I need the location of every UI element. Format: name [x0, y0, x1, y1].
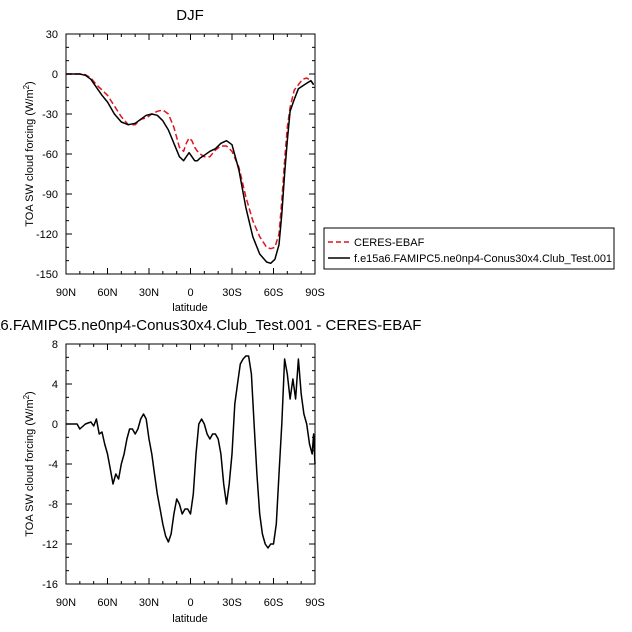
legend-label-model: f.e15a6.FAMIPC5.ne0np4-Conus30x4.Club_Te…	[354, 253, 612, 265]
y-tick-label: 30	[46, 29, 58, 41]
x-tick-label: 90N	[56, 597, 76, 609]
x-tick-label: 90S	[305, 597, 325, 609]
y-axis-label: TOA SW cloud forcing (W/m2)	[22, 391, 36, 536]
x-tick-label: 30N	[139, 287, 159, 299]
x-tick-label: 30S	[222, 287, 242, 299]
y-tick-label: -4	[48, 459, 58, 471]
series-group	[66, 355, 316, 549]
x-tick-label: 90N	[56, 287, 76, 299]
bottom-chart: f.e15a6.FAMIPC5.ne0np4-Conus30x4.Club_Te…	[0, 317, 421, 625]
top-chart: DJF 30 0 -30 -60 -90 -120 -150 90N 60N 30N 0 30S 60…	[22, 7, 615, 314]
series-line-0	[66, 355, 316, 549]
x-tick-label: 60N	[97, 287, 117, 299]
plot-frame	[65, 343, 316, 585]
y-tick-label: -90	[42, 189, 58, 201]
y-axis-label: TOA SW cloud forcing (W/m2)	[22, 81, 36, 226]
series-group	[66, 73, 315, 265]
series-line-0	[66, 73, 315, 250]
x-axis-ticks: 90N 60N 30N 0 30S 60S 90S	[56, 34, 325, 299]
y-tick-label: 4	[52, 379, 58, 391]
x-tick-label: 90S	[305, 287, 325, 299]
y-axis-ticks: 30 0 -30 -60 -90 -120 -150	[36, 29, 315, 281]
x-tick-label: 0	[187, 287, 193, 299]
x-tick-label: 60S	[264, 597, 284, 609]
x-tick-label: 30S	[222, 597, 242, 609]
x-tick-label: 60S	[264, 287, 284, 299]
y-tick-label: 8	[52, 339, 58, 351]
chart-title: f.e15a6.FAMIPC5.ne0np4-Conus30x4.Club_Te…	[0, 317, 421, 334]
legend-label-ceres: CERES-EBAF	[354, 237, 425, 249]
legend-box	[323, 227, 615, 270]
y-tick-label: -30	[42, 109, 58, 121]
x-tick-label: 0	[187, 597, 193, 609]
y-axis-ticks: 8 4 0 -4 -8 -12 -16	[42, 339, 315, 591]
y-tick-label: -120	[36, 229, 58, 241]
series-line-1	[66, 73, 315, 265]
x-axis-label: latitude	[172, 613, 207, 625]
y-tick-label: -60	[42, 149, 58, 161]
y-tick-label: -8	[48, 499, 58, 511]
x-tick-label: 60N	[97, 597, 117, 609]
y-tick-label: -12	[42, 539, 58, 551]
y-tick-label: 0	[52, 69, 58, 81]
x-tick-label: 30N	[139, 597, 159, 609]
y-tick-label: -16	[42, 579, 58, 591]
chart-title: DJF	[176, 7, 204, 24]
legend: CERES-EBAF f.e15a6.FAMIPC5.ne0np4-Conus3…	[323, 227, 615, 270]
y-tick-label: -150	[36, 269, 58, 281]
y-tick-label: 0	[52, 419, 58, 431]
x-axis-ticks: 90N 60N 30N 0 30S 60S 90S	[56, 344, 325, 609]
x-axis-label: latitude	[172, 302, 207, 314]
